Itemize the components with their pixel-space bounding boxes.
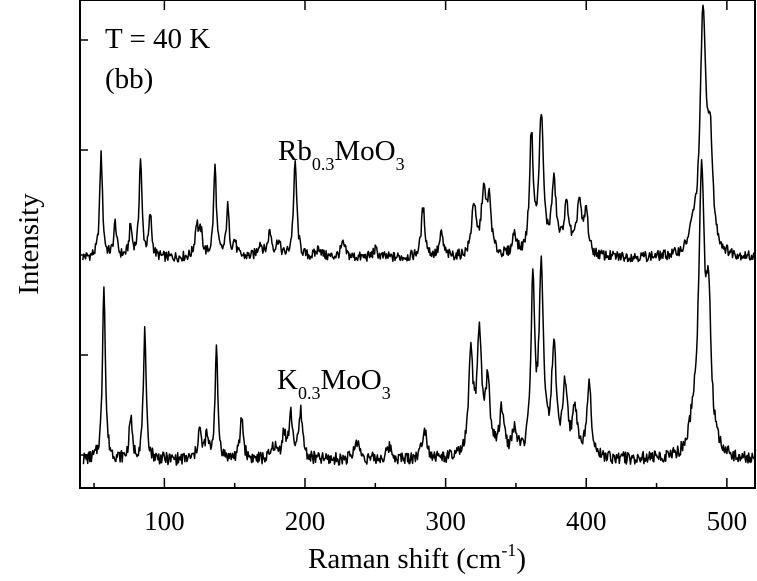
x-axis-tick-labels: 100 200 300 400 500 [144, 506, 747, 536]
x-axis-ticks [93, 0, 728, 488]
x-tick-label-300: 300 [425, 506, 466, 536]
rb-mid: MoO [334, 135, 395, 167]
polarization-annotation: (bb) [105, 63, 153, 95]
k-mid: MoO [320, 364, 381, 396]
k-sub1: 0.3 [298, 383, 321, 403]
k-main: K [277, 364, 298, 396]
x-tick-label-400: 400 [566, 506, 607, 536]
y-axis-ticks [80, 39, 88, 456]
k-compound-label: K0.3MoO3 [277, 364, 391, 403]
x-tick-label-100: 100 [144, 506, 185, 536]
k-sub2: 3 [382, 383, 391, 403]
temperature-annotation: T = 40 K [105, 23, 210, 55]
x-tick-label-500: 500 [707, 506, 748, 536]
x-axis-label: Raman shift (cm-1) [308, 540, 526, 575]
rb-compound-label: Rb0.3MoO3 [278, 135, 405, 174]
rb-sub2: 3 [396, 154, 405, 174]
series-rb0.3moo3-line [82, 4, 756, 263]
y-axis-label: Intensity [13, 193, 45, 295]
series-k0.3moo3-line [82, 159, 756, 466]
x-tick-label-200: 200 [285, 506, 326, 536]
rb-main: Rb [278, 135, 312, 167]
rb-sub1: 0.3 [312, 154, 335, 174]
plot-frame [79, 0, 756, 489]
